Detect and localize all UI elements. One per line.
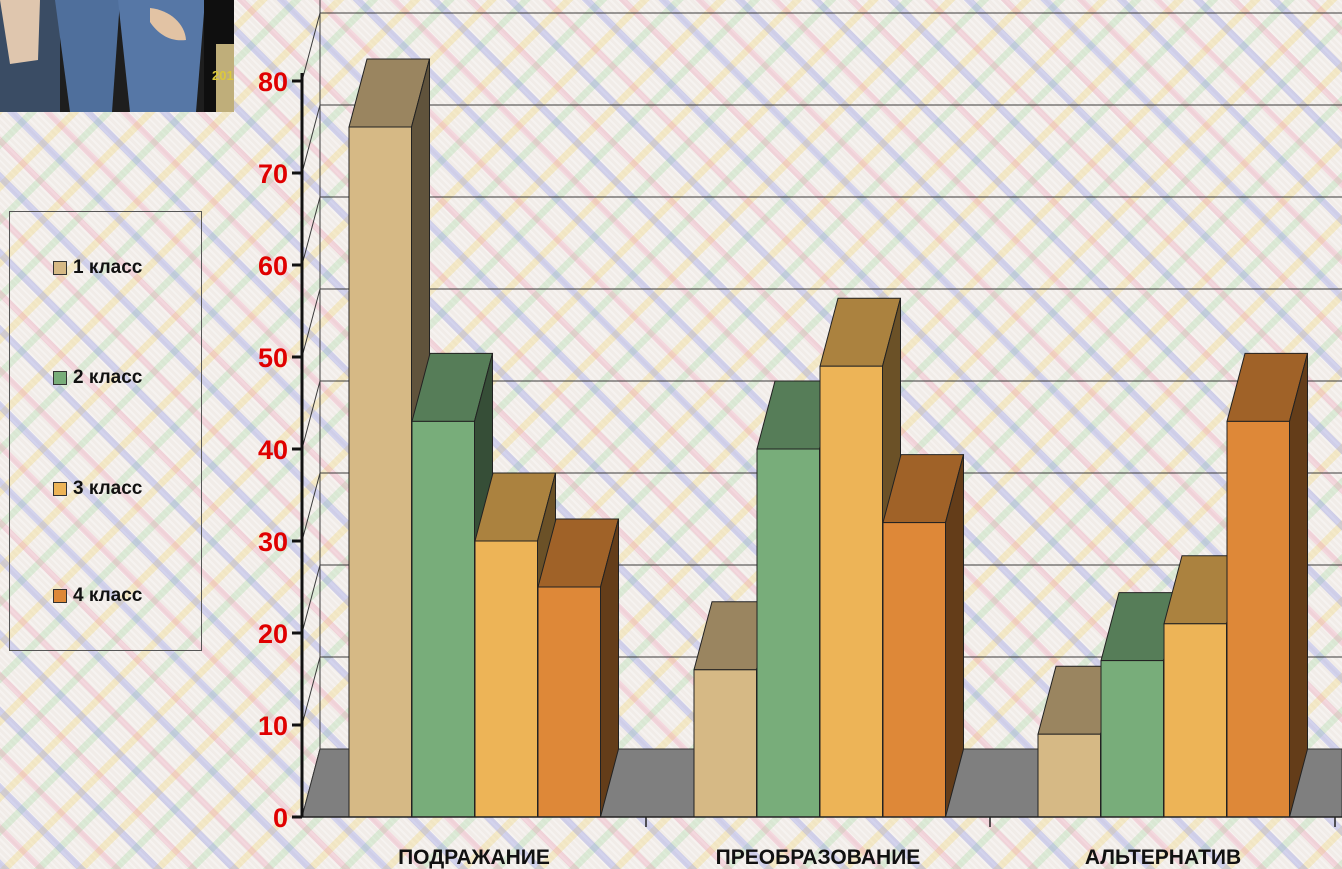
photo-caption: 201 [212, 68, 234, 83]
gridline-diagonal [301, 196, 321, 266]
legend-label: 3 класс [73, 478, 143, 499]
legend-item: 2 класс [53, 367, 143, 388]
y-tick-label: 20 [258, 619, 288, 649]
gridline-diagonal [301, 656, 321, 726]
legend-item: 1 класс [53, 257, 143, 278]
bar-front [474, 540, 538, 818]
gridline-diagonal [301, 288, 321, 358]
bar-front [348, 126, 412, 818]
bar [1100, 592, 1183, 818]
bar-front [537, 586, 601, 818]
category-label: ПОДРАЖАНИЕ [398, 846, 550, 869]
bar-side [1289, 353, 1308, 818]
gridline-diagonal [301, 564, 321, 634]
bar-front [411, 420, 475, 818]
legend-label: 2 класс [73, 367, 143, 388]
bar-front [1037, 733, 1101, 818]
bar [537, 518, 620, 818]
gridline-diagonal [301, 104, 321, 174]
gridline-diagonal [301, 380, 321, 450]
legend-label: 4 класс [73, 585, 143, 606]
y-tick-label: 70 [258, 159, 288, 189]
bar-front [1226, 420, 1290, 818]
legend-label: 1 класс [73, 257, 143, 278]
bar-front [882, 522, 946, 818]
y-tick-label: 10 [258, 711, 288, 741]
legend-item: 3 класс [53, 478, 143, 499]
bar [1226, 352, 1309, 818]
bar [882, 454, 965, 818]
gridline-diagonal [301, 12, 321, 82]
category-label: АЛЬТЕРНАТИВ [1085, 846, 1241, 869]
bar-front [1163, 623, 1227, 818]
y-tick-label: 30 [258, 527, 288, 557]
y-tick-label: 0 [273, 803, 288, 833]
bar-front [693, 669, 757, 818]
bar-front [819, 365, 883, 818]
bar-front [1100, 660, 1164, 818]
y-tick-label: 50 [258, 343, 288, 373]
gridline-diagonal [301, 472, 321, 542]
photo-thumbnail: 201 [0, 0, 234, 112]
category-label: ПРЕОБРАЗОВАНИЕ [716, 846, 921, 869]
chart-legend: 1 класс 2 класс 3 класс 4 класс [9, 211, 202, 651]
bar-front [756, 448, 820, 818]
legend-swatch [53, 482, 67, 496]
legend-swatch [53, 371, 67, 385]
legend-swatch [53, 589, 67, 603]
y-tick-label: 40 [258, 435, 288, 465]
legend-swatch [53, 261, 67, 275]
y-tick-label: 60 [258, 251, 288, 281]
y-tick-label: 80 [258, 67, 288, 97]
legend-item: 4 класс [53, 585, 143, 606]
